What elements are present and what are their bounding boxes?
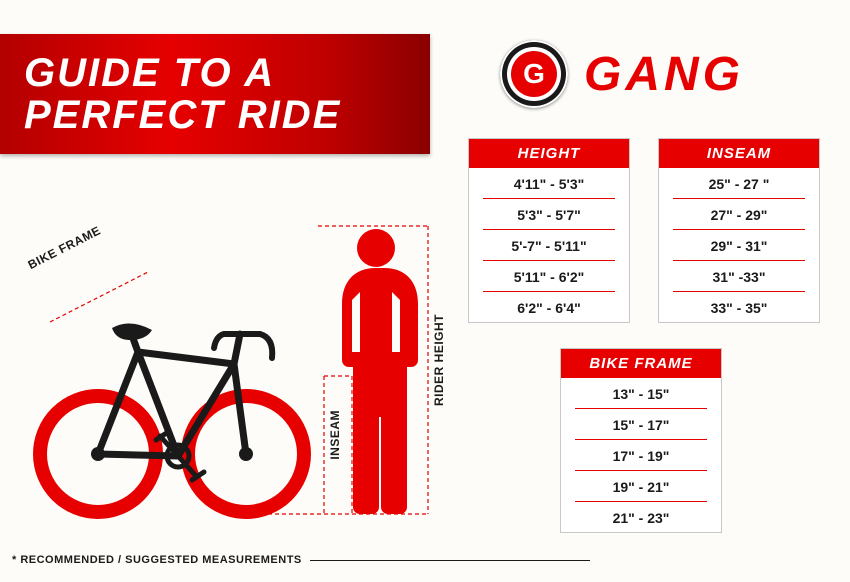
- bike-frame-row: 19" - 21": [575, 471, 707, 502]
- bike-frame-row: 13" - 15": [575, 378, 707, 409]
- bike-frame-row: 21" - 23": [575, 502, 707, 532]
- brand-name: GANG: [584, 47, 744, 102]
- bike-frame-table: BIKE FRAME 13" - 15" 15" - 17" 17" - 19"…: [560, 348, 722, 533]
- inseam-label: INSEAM: [328, 410, 342, 460]
- footnote: * RECOMMENDED / SUGGESTED MEASUREMENTS: [12, 554, 590, 566]
- footnote-line: [310, 560, 590, 561]
- height-table: HEIGHT 4'11" - 5'3" 5'3" - 5'7" 5'-7" - …: [468, 138, 630, 323]
- inseam-row: 31" -33": [673, 261, 805, 292]
- sizing-diagram: BIKE FRAME INSEAM RIDER HEIGHT: [28, 214, 448, 524]
- person-icon: [342, 229, 418, 514]
- height-row: 4'11" - 5'3": [483, 168, 615, 199]
- height-row: 6'2" - 6'4": [483, 292, 615, 322]
- height-row: 5'-7" - 5'11": [483, 230, 615, 261]
- inseam-row: 25" - 27 ": [673, 168, 805, 199]
- footnote-text: * RECOMMENDED / SUGGESTED MEASUREMENTS: [12, 554, 302, 566]
- height-header: HEIGHT: [469, 139, 629, 168]
- inseam-header: INSEAM: [659, 139, 819, 168]
- title-line-1: GUIDE TO A: [24, 52, 430, 94]
- bike-frame-row: 17" - 19": [575, 440, 707, 471]
- height-row: 5'3" - 5'7": [483, 199, 615, 230]
- size-tables-top: HEIGHT 4'11" - 5'3" 5'3" - 5'7" 5'-7" - …: [468, 138, 820, 323]
- title-banner: GUIDE TO A PERFECT RIDE: [0, 34, 430, 154]
- rider-height-label: RIDER HEIGHT: [432, 314, 446, 406]
- inseam-row: 33" - 35": [673, 292, 805, 322]
- brand-logo-icon: G: [500, 40, 568, 108]
- height-row: 5'11" - 6'2": [483, 261, 615, 292]
- bike-frame-header: BIKE FRAME: [561, 349, 721, 378]
- inseam-row: 27" - 29": [673, 199, 805, 230]
- bicycle-icon: [40, 323, 304, 512]
- inseam-table: INSEAM 25" - 27 " 27" - 29" 29" - 31" 31…: [658, 138, 820, 323]
- inseam-row: 29" - 31": [673, 230, 805, 261]
- diagram-svg: [28, 214, 448, 524]
- bike-frame-row: 15" - 17": [575, 409, 707, 440]
- brand: G GANG: [500, 40, 744, 108]
- title-line-2: PERFECT RIDE: [24, 94, 430, 136]
- brand-logo-letter: G: [511, 51, 557, 97]
